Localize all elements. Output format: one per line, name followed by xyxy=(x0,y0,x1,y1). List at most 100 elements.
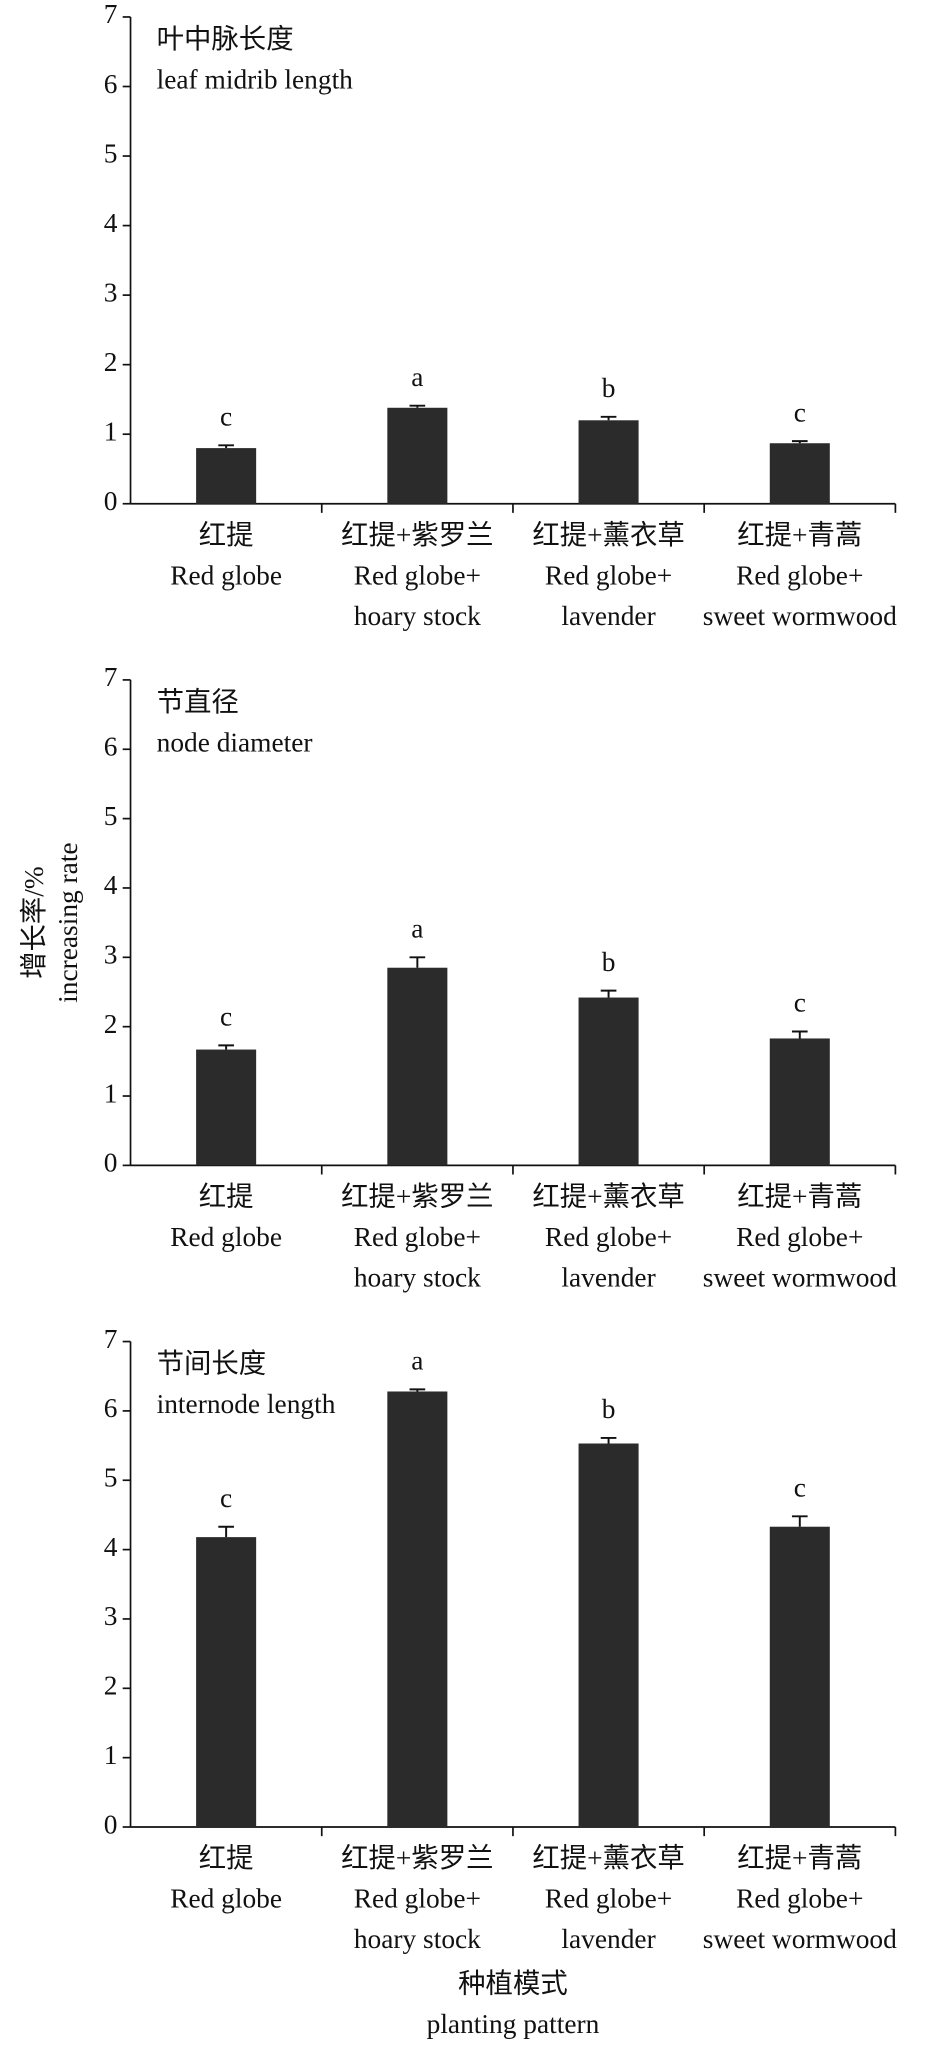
x-tick-label: Red globe+ xyxy=(354,1884,481,1914)
x-tick-label: 红提+紫罗兰 xyxy=(341,520,493,550)
chart-title: node diameter xyxy=(157,727,313,757)
x-tick-label: 红提+薰衣草 xyxy=(532,1182,684,1212)
y-axis-label: 增长率/% xyxy=(19,866,49,979)
significance-letter: b xyxy=(602,947,616,977)
y-tick-label: 5 xyxy=(104,801,118,831)
x-tick-label: 红提+薰衣草 xyxy=(532,520,684,550)
significance-letter: c xyxy=(794,988,806,1018)
significance-letter: b xyxy=(602,373,616,403)
y-tick-label: 3 xyxy=(104,277,118,307)
bar xyxy=(387,1391,448,1828)
x-tick-label: 红提+青蒿 xyxy=(737,1182,862,1212)
x-tick-label: 红提 xyxy=(199,520,254,550)
significance-letter: b xyxy=(602,1394,616,1424)
x-tick-label: hoary stock xyxy=(354,1262,481,1292)
y-tick-label: 7 xyxy=(104,662,118,692)
x-tick-label: 红提+紫罗兰 xyxy=(341,1182,493,1212)
y-tick-label: 7 xyxy=(104,1324,118,1354)
error-bar xyxy=(409,404,426,408)
x-tick-label: Red globe xyxy=(170,1222,282,1252)
x-tick-label: hoary stock xyxy=(354,1924,481,1954)
x-tick-label: Red globe+ xyxy=(354,1222,481,1252)
bar xyxy=(387,967,448,1166)
x-tick-label: lavender xyxy=(561,1262,655,1292)
chart-title: internode length xyxy=(157,1389,336,1419)
x-tick-label: Red globe+ xyxy=(545,1222,672,1252)
bar xyxy=(196,1049,257,1166)
x-tick-label: sweet wormwood xyxy=(703,1262,897,1292)
y-tick-label: 7 xyxy=(104,0,118,29)
x-axis-label: 种植模式 xyxy=(458,1969,568,1999)
y-tick-label: 5 xyxy=(104,1463,118,1493)
error-bar xyxy=(218,444,234,449)
chart-title: leaf midrib length xyxy=(157,64,354,94)
y-tick-label: 2 xyxy=(104,1009,118,1039)
x-tick-label: sweet wormwood xyxy=(703,1924,897,1954)
x-tick-label: 红提 xyxy=(199,1843,254,1873)
y-tick-label: 0 xyxy=(104,1809,118,1839)
y-tick-label: 0 xyxy=(104,1148,118,1178)
significance-letter: a xyxy=(411,914,423,944)
error-bar xyxy=(600,415,617,421)
y-tick-label: 1 xyxy=(104,416,118,446)
x-tick-label: 红提+青蒿 xyxy=(737,520,862,550)
x-tick-label: lavender xyxy=(561,601,655,631)
chart-title: 节间长度 xyxy=(157,1349,267,1379)
x-tick-label: Red globe xyxy=(170,560,282,590)
x-tick-label: Red globe+ xyxy=(545,560,672,590)
y-tick-label: 2 xyxy=(104,1671,118,1701)
bar xyxy=(578,997,639,1166)
significance-letter: c xyxy=(220,402,232,432)
chart-title: 叶中脉长度 xyxy=(157,24,294,54)
y-axis-label: increasing rate xyxy=(53,842,83,1002)
error-bar xyxy=(218,1044,234,1050)
bar xyxy=(769,1038,830,1166)
x-tick-label: hoary stock xyxy=(354,601,481,631)
y-tick-label: 4 xyxy=(104,870,118,900)
y-tick-label: 6 xyxy=(104,1393,118,1423)
error-bar xyxy=(791,440,808,444)
significance-letter: c xyxy=(794,1472,806,1502)
y-tick-label: 5 xyxy=(104,138,118,168)
significance-letter: c xyxy=(220,1483,232,1513)
bar xyxy=(578,420,639,504)
x-tick-label: 红提 xyxy=(199,1182,254,1212)
bar xyxy=(387,407,448,504)
x-tick-label: Red globe xyxy=(170,1884,282,1914)
bar xyxy=(769,1526,830,1828)
error-bar xyxy=(600,1436,617,1444)
y-tick-label: 1 xyxy=(104,1740,118,1770)
error-bar xyxy=(600,989,617,998)
y-tick-label: 3 xyxy=(104,940,118,970)
y-tick-label: 2 xyxy=(104,347,118,377)
error-bar xyxy=(791,1515,808,1527)
y-tick-label: 0 xyxy=(104,486,118,516)
y-tick-label: 4 xyxy=(104,1532,118,1562)
x-tick-label: Red globe+ xyxy=(736,560,863,590)
x-tick-label: sweet wormwood xyxy=(703,601,897,631)
error-bar xyxy=(409,1388,426,1392)
error-bar xyxy=(409,956,426,968)
y-tick-label: 6 xyxy=(104,732,118,762)
significance-letter: c xyxy=(794,397,806,427)
x-tick-label: lavender xyxy=(561,1924,655,1954)
bar xyxy=(769,443,830,504)
significance-letter: c xyxy=(220,1002,232,1032)
chart-title: 节直径 xyxy=(157,687,239,717)
x-axis-label: planting pattern xyxy=(427,2009,600,2039)
bar xyxy=(578,1443,639,1828)
x-tick-label: Red globe+ xyxy=(354,560,481,590)
x-tick-label: Red globe+ xyxy=(736,1222,863,1252)
x-tick-label: Red globe+ xyxy=(736,1884,863,1914)
error-bar xyxy=(791,1030,808,1039)
y-tick-label: 3 xyxy=(104,1601,118,1631)
significance-letter: a xyxy=(411,1346,423,1376)
x-tick-label: 红提+薰衣草 xyxy=(532,1843,684,1873)
error-bar xyxy=(218,1525,234,1538)
bar xyxy=(196,448,257,504)
x-tick-label: 红提+青蒿 xyxy=(737,1843,862,1873)
y-tick-label: 1 xyxy=(104,1078,118,1108)
x-tick-label: Red globe+ xyxy=(545,1884,672,1914)
y-tick-label: 6 xyxy=(104,69,118,99)
